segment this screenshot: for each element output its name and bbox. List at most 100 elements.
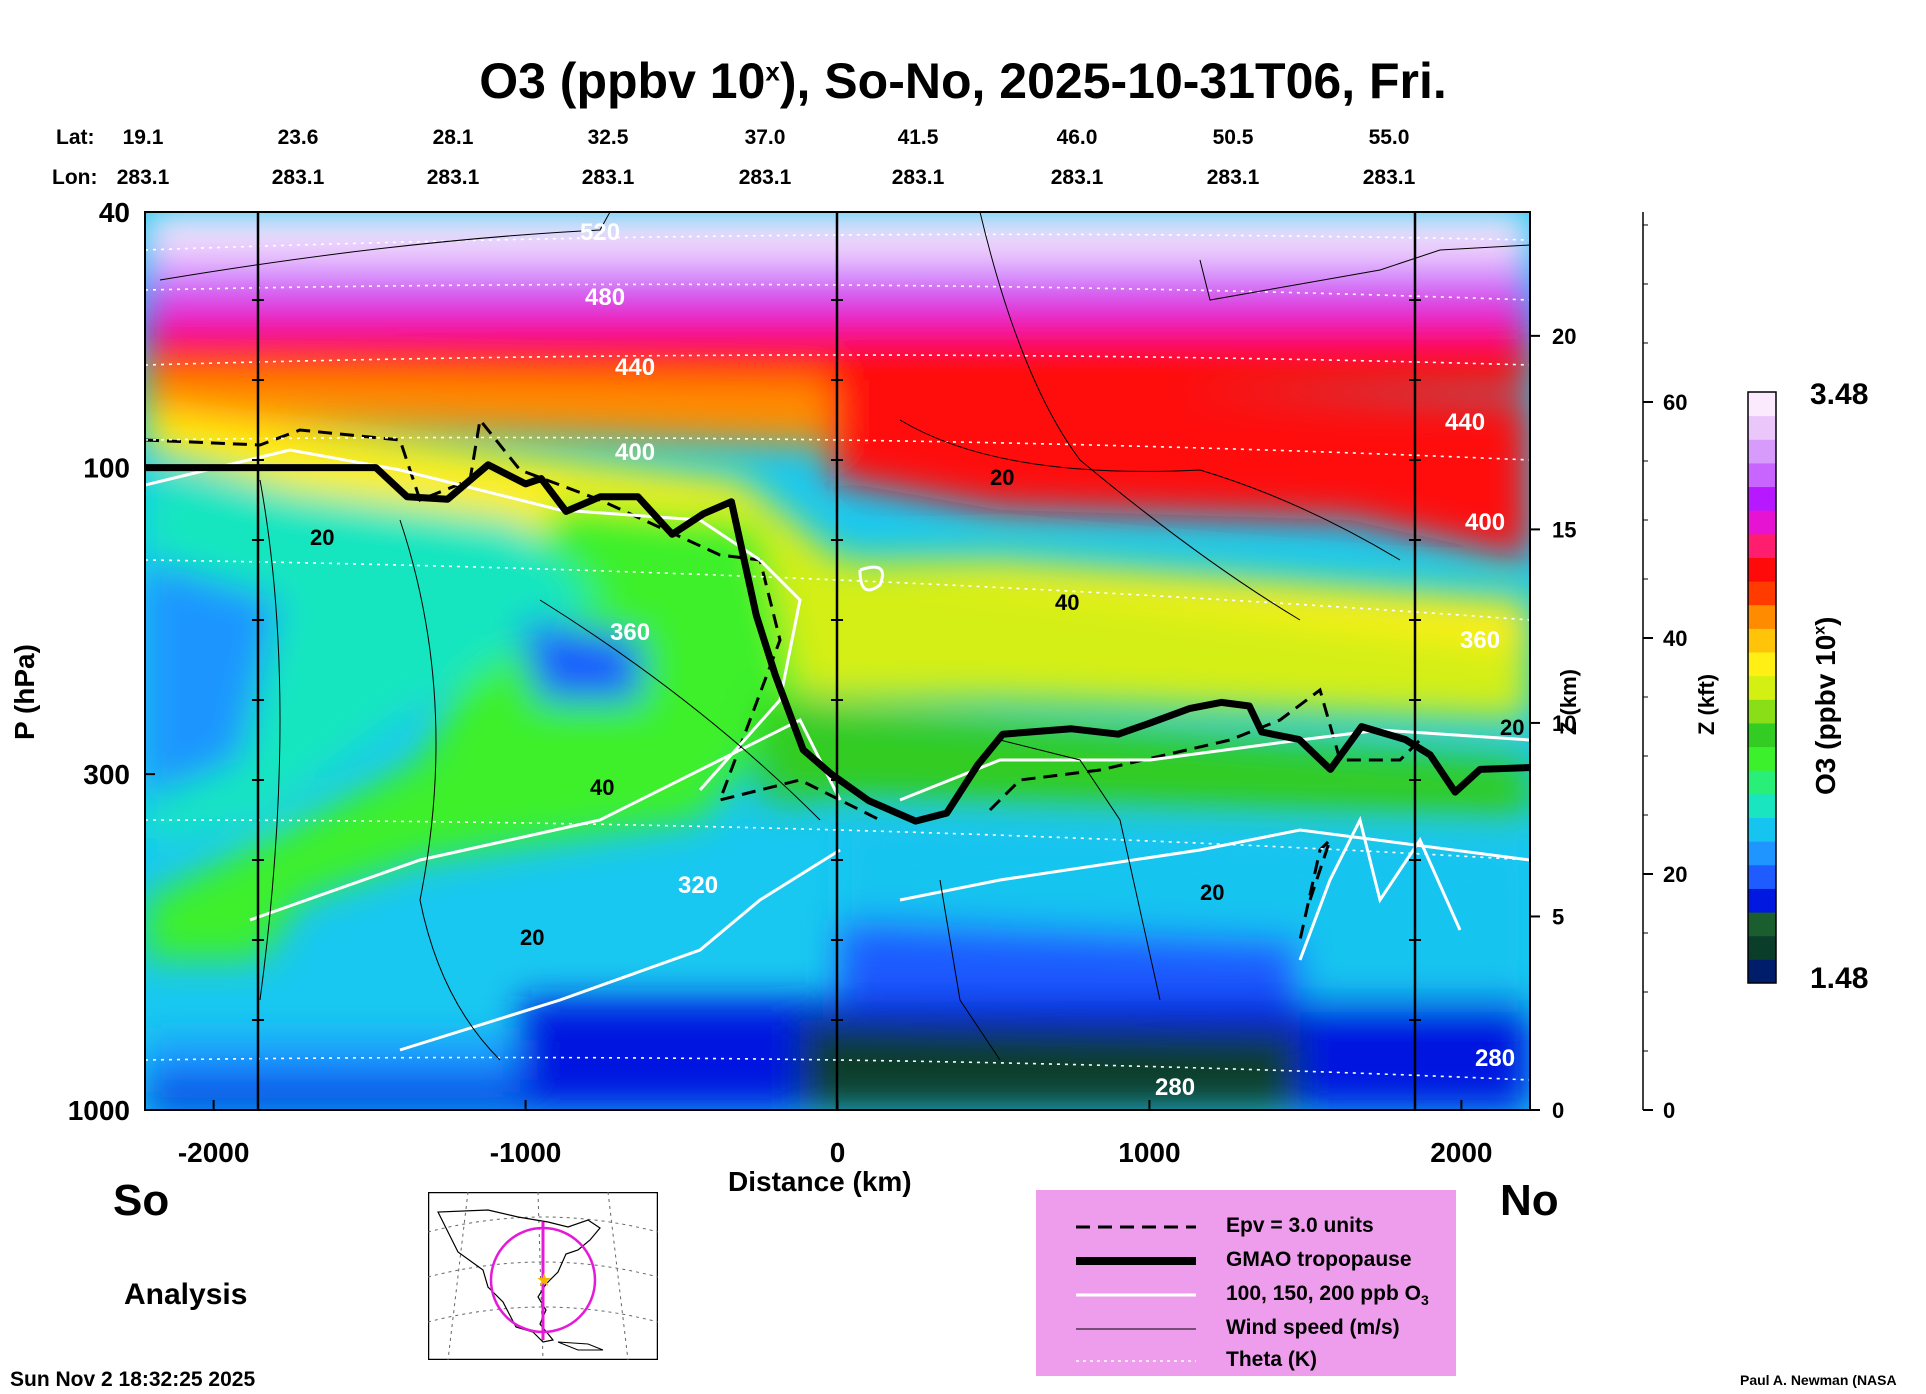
wind-contour [539, 599, 821, 821]
lon-value: 283.1 [116, 166, 170, 189]
lat-value: 28.1 [432, 126, 474, 149]
theta-label: 360 [1460, 627, 1500, 654]
wind-speed-contours [159, 212, 1530, 1061]
epv-contour [988, 687, 1422, 812]
ozone-contour [698, 558, 802, 791]
lat-value: 55.0 [1368, 126, 1410, 149]
colorbar-swatch [1748, 415, 1776, 440]
epv-contour [1298, 838, 1332, 941]
colorbar-label: O3 (ppbv 10x) [1810, 616, 1841, 796]
ozone-band [840, 920, 1300, 1010]
y-tick-label: 40 [99, 197, 130, 228]
theta-label: 400 [1465, 509, 1505, 536]
wind-label: 20 [520, 925, 544, 950]
z-km-tick-label: 0 [1552, 1098, 1564, 1123]
colorbar-swatch [1748, 652, 1776, 677]
ozone-ppb-contours [145, 448, 1530, 1052]
wind-label: 40 [1055, 590, 1079, 615]
legend-item-epv: Epv = 3.0 units [1076, 1214, 1374, 1237]
wind-contour [1199, 244, 1530, 301]
colorbar-swatch [1748, 888, 1776, 913]
colorbar-swatch [1748, 722, 1776, 748]
ozone-contour [145, 448, 761, 562]
z-kft-tick-label: 20 [1663, 862, 1687, 887]
lon-value: 283.1 [426, 166, 480, 189]
z-kft-tick-label: 60 [1663, 390, 1687, 415]
lon-value: 283.1 [1206, 166, 1260, 189]
colorbar-swatch [1748, 581, 1776, 606]
ozone-band [145, 560, 280, 800]
y-tick-label: 100 [83, 453, 130, 484]
x-tick-label: 2000 [1430, 1137, 1492, 1168]
legend-item-ozone-contours: 100, 150, 200 ppb O3 [1076, 1282, 1429, 1309]
wind-label: 40 [590, 775, 614, 800]
ozone-band [145, 1080, 520, 1110]
x-axis-label: Distance (km) [728, 1166, 912, 1197]
z-km-tick-label: 10 [1552, 711, 1576, 736]
colorbar [1747, 391, 1777, 984]
colorbar-swatch [1748, 628, 1776, 653]
colorbar-swatch [1748, 959, 1776, 984]
colorbar-swatch [1748, 912, 1776, 937]
wind-contour [899, 419, 1401, 561]
lon-value: 283.1 [581, 166, 635, 189]
colorbar-min-label: 1.48 [1810, 962, 1869, 995]
ozone-band [145, 500, 800, 960]
lat-value: 41.5 [897, 126, 939, 149]
ozone-contour [899, 828, 1530, 902]
ozone-band [700, 500, 1530, 720]
ozone-contour [249, 717, 842, 922]
lat-reference-lines [252, 212, 1421, 1110]
theta-label: 320 [678, 872, 718, 899]
x-tick-label: -1000 [490, 1137, 562, 1168]
title-superscript: x [765, 56, 780, 87]
colorbar-swatch [1748, 864, 1776, 889]
wind-contour [939, 879, 1001, 1061]
ozone-contour [899, 728, 1530, 802]
ozone-band [520, 620, 640, 700]
wind-label: 20 [1200, 880, 1224, 905]
north-label: No [1500, 1176, 1559, 1225]
colorbar-swatch [1748, 510, 1776, 535]
colorbar-swatch [1748, 770, 1776, 795]
y-axis-label: P (hPa) [9, 644, 40, 740]
lat-value: 50.5 [1212, 126, 1254, 149]
colorbar-swatch [1748, 533, 1776, 558]
colorbar-swatch [1748, 392, 1776, 417]
theta-labels: 520 480 440 400 360 320 280 280 440 400 360 [580, 219, 1515, 1101]
wind-label: 20 [990, 465, 1014, 490]
tropopause-line [145, 461, 1530, 825]
wind-label: 20 [310, 525, 334, 550]
lon-value: 283.1 [1050, 166, 1104, 189]
timestamp: Sun Nov 2 18:32:25 2025 [10, 1368, 256, 1391]
lat-value: 46.0 [1056, 126, 1098, 149]
lat-row-label: Lat: [56, 126, 95, 149]
z-kft-tick-label: 0 [1663, 1098, 1675, 1123]
z-km-tick-label: 20 [1552, 324, 1576, 349]
epv-contours [145, 416, 1422, 941]
theta-label: 520 [580, 219, 620, 246]
y-tick-label: 1000 [68, 1095, 130, 1126]
theta-label: 400 [615, 439, 655, 466]
colorbar-swatch [1748, 817, 1776, 842]
theta-label: 360 [610, 619, 650, 646]
ozone-band [830, 380, 1530, 560]
z-kft-tick-label: 40 [1663, 626, 1687, 651]
z-km-label: Z (km) [1556, 669, 1581, 735]
ozone-contour [399, 848, 841, 1052]
lat-value: 32.5 [587, 126, 629, 149]
legend-item-wind: Wind speed (m/s) [1076, 1316, 1400, 1339]
colorbar-max-label: 3.48 [1810, 378, 1869, 411]
lon-value: 283.1 [891, 166, 945, 189]
colorbar-swatch [1748, 746, 1776, 771]
colorbar-swatch [1748, 793, 1776, 819]
x-axis-ticks: -2000 -1000 0 1000 2000 [178, 1100, 1493, 1168]
colorbar-swatch [1748, 486, 1776, 511]
colorbar-swatch [1748, 675, 1776, 700]
theta-label: 280 [1155, 1074, 1195, 1101]
inset-map: ★ [428, 1192, 658, 1360]
colorbar-swatch [1748, 935, 1776, 960]
colorbar-swatch [1748, 699, 1776, 724]
ozone-band [800, 1020, 1300, 1110]
